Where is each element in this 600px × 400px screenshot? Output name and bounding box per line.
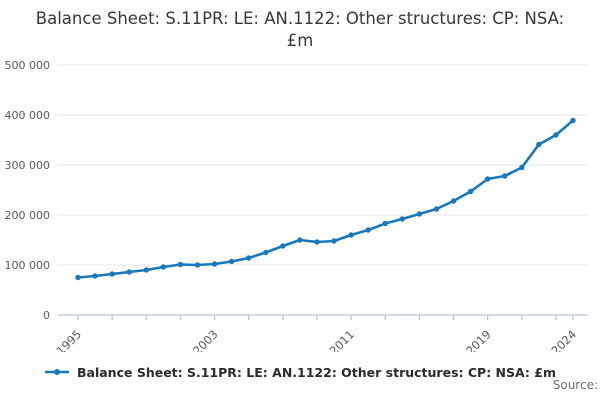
data-point-marker (109, 271, 115, 277)
data-point-marker (570, 117, 576, 124)
data-point-marker (399, 216, 406, 222)
data-point-marker (92, 273, 98, 279)
chart-legend: Balance Sheet: S.11PR: LE: AN.1122: Othe… (0, 362, 600, 382)
data-point-marker (263, 249, 269, 256)
data-point-marker (536, 141, 542, 148)
data-point-marker (467, 188, 474, 195)
y-axis-tick-label: 0 (43, 309, 50, 322)
data-point-marker (365, 227, 371, 233)
y-axis-tick-label: 300 000 (5, 159, 51, 172)
line-chart-plot-area: 0 100 000 200 000 300 000 400 000 500 000 1995… (5, 59, 588, 352)
data-point-marker (245, 255, 252, 261)
data-point-marker (484, 176, 491, 182)
data-point-marker (297, 237, 303, 243)
data-point-marker (433, 206, 440, 212)
data-point-marker (348, 232, 354, 238)
x-axis-tick-label: 2019 (463, 327, 494, 352)
x-axis-tick-label: 2011 (327, 327, 358, 352)
data-point-marker (382, 220, 388, 227)
y-axis-tick-label: 200 000 (5, 209, 51, 222)
data-point-marker (194, 262, 201, 268)
data-point-marker (519, 164, 525, 171)
data-point-marker (228, 258, 235, 265)
data-series-line (76, 119, 575, 279)
data-point-marker (211, 261, 218, 267)
y-axis-tick-label: 500 000 (5, 59, 51, 72)
x-axis-tick-label: 1995 (54, 327, 85, 352)
data-point-marker (331, 238, 337, 244)
legend-series-label: Balance Sheet: S.11PR: LE: AN.1122: Othe… (77, 364, 556, 380)
data-point-marker (143, 267, 149, 273)
data-point-marker (502, 173, 508, 179)
y-axis-tick-label: 400 000 (5, 109, 51, 122)
data-point-marker (416, 211, 423, 217)
data-point-marker (126, 269, 132, 275)
y-axis-tick-label: 100 000 (5, 259, 51, 272)
x-axis-tick-label: 2024 (549, 327, 580, 352)
data-point-marker (177, 261, 184, 268)
data-point-marker (75, 274, 81, 281)
data-point-marker (280, 243, 286, 249)
legend-line-marker-icon (45, 369, 69, 375)
data-point-marker (314, 239, 320, 245)
source-label: Source: (552, 378, 598, 392)
data-point-marker (450, 198, 457, 204)
data-point-marker (553, 132, 559, 138)
x-axis-tick-label: 2003 (190, 327, 221, 352)
chart-title: Balance Sheet: S.11PR: LE: AN.1122: Othe… (35, 9, 565, 50)
data-point-marker (160, 264, 167, 270)
